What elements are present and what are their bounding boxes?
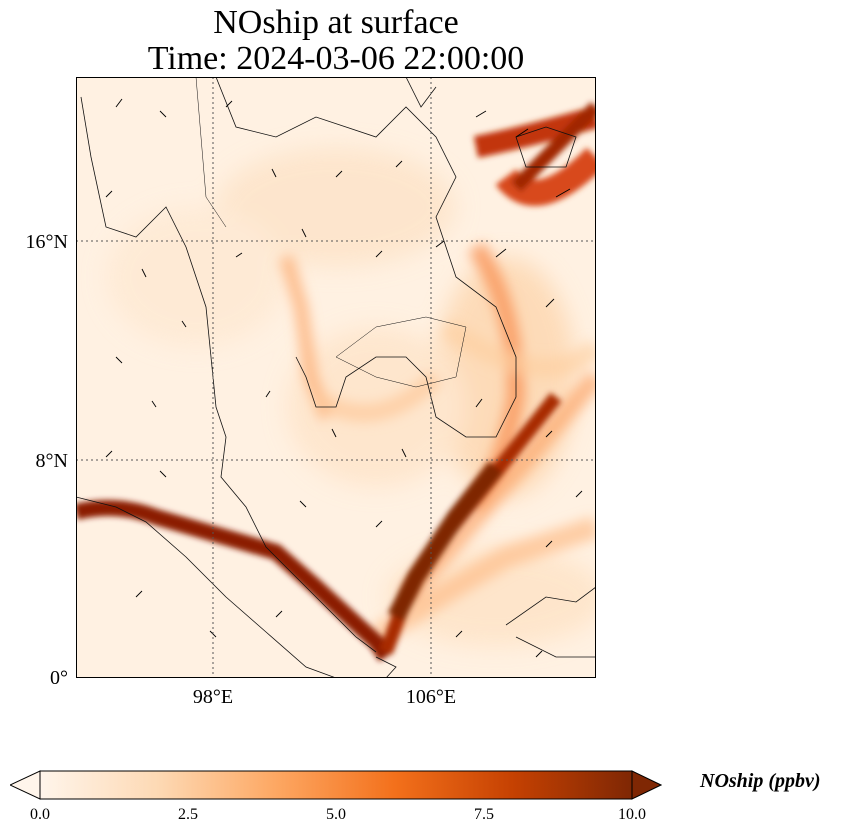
- lon-label-98e: 98°E: [192, 686, 234, 708]
- colorbar: [10, 770, 662, 800]
- colorbar-tick-4: 10.0: [618, 806, 646, 823]
- lat-label-0: 0°: [50, 667, 68, 689]
- wind-vectors: [105, 98, 583, 658]
- concentration-field-shipping-lanes: [76, 102, 596, 662]
- lon-label-106e: 106°E: [405, 686, 457, 708]
- colorbar-max-extend: [631, 770, 662, 800]
- plot-subtitle-time: Time: 2024-03-06 22:00:00: [147, 40, 525, 77]
- colorbar-gradient: [39, 770, 633, 800]
- colorbar-tick-3: 7.5: [474, 806, 494, 823]
- plot-title: NOship at surface: [213, 4, 459, 41]
- colorbar-tick-0: 0.0: [30, 806, 50, 823]
- lat-label-16n: 16°N: [25, 231, 68, 253]
- coastlines: [76, 77, 596, 678]
- map-panel: [76, 77, 596, 678]
- colorbar-tick-2: 5.0: [326, 806, 346, 823]
- lat-label-8n: 8°N: [35, 450, 68, 472]
- gridlines: [76, 77, 596, 678]
- colorbar-min-extend: [10, 770, 41, 800]
- colorbar-label: NOship (ppbv): [700, 770, 821, 792]
- colorbar-tick-1: 2.5: [178, 806, 198, 823]
